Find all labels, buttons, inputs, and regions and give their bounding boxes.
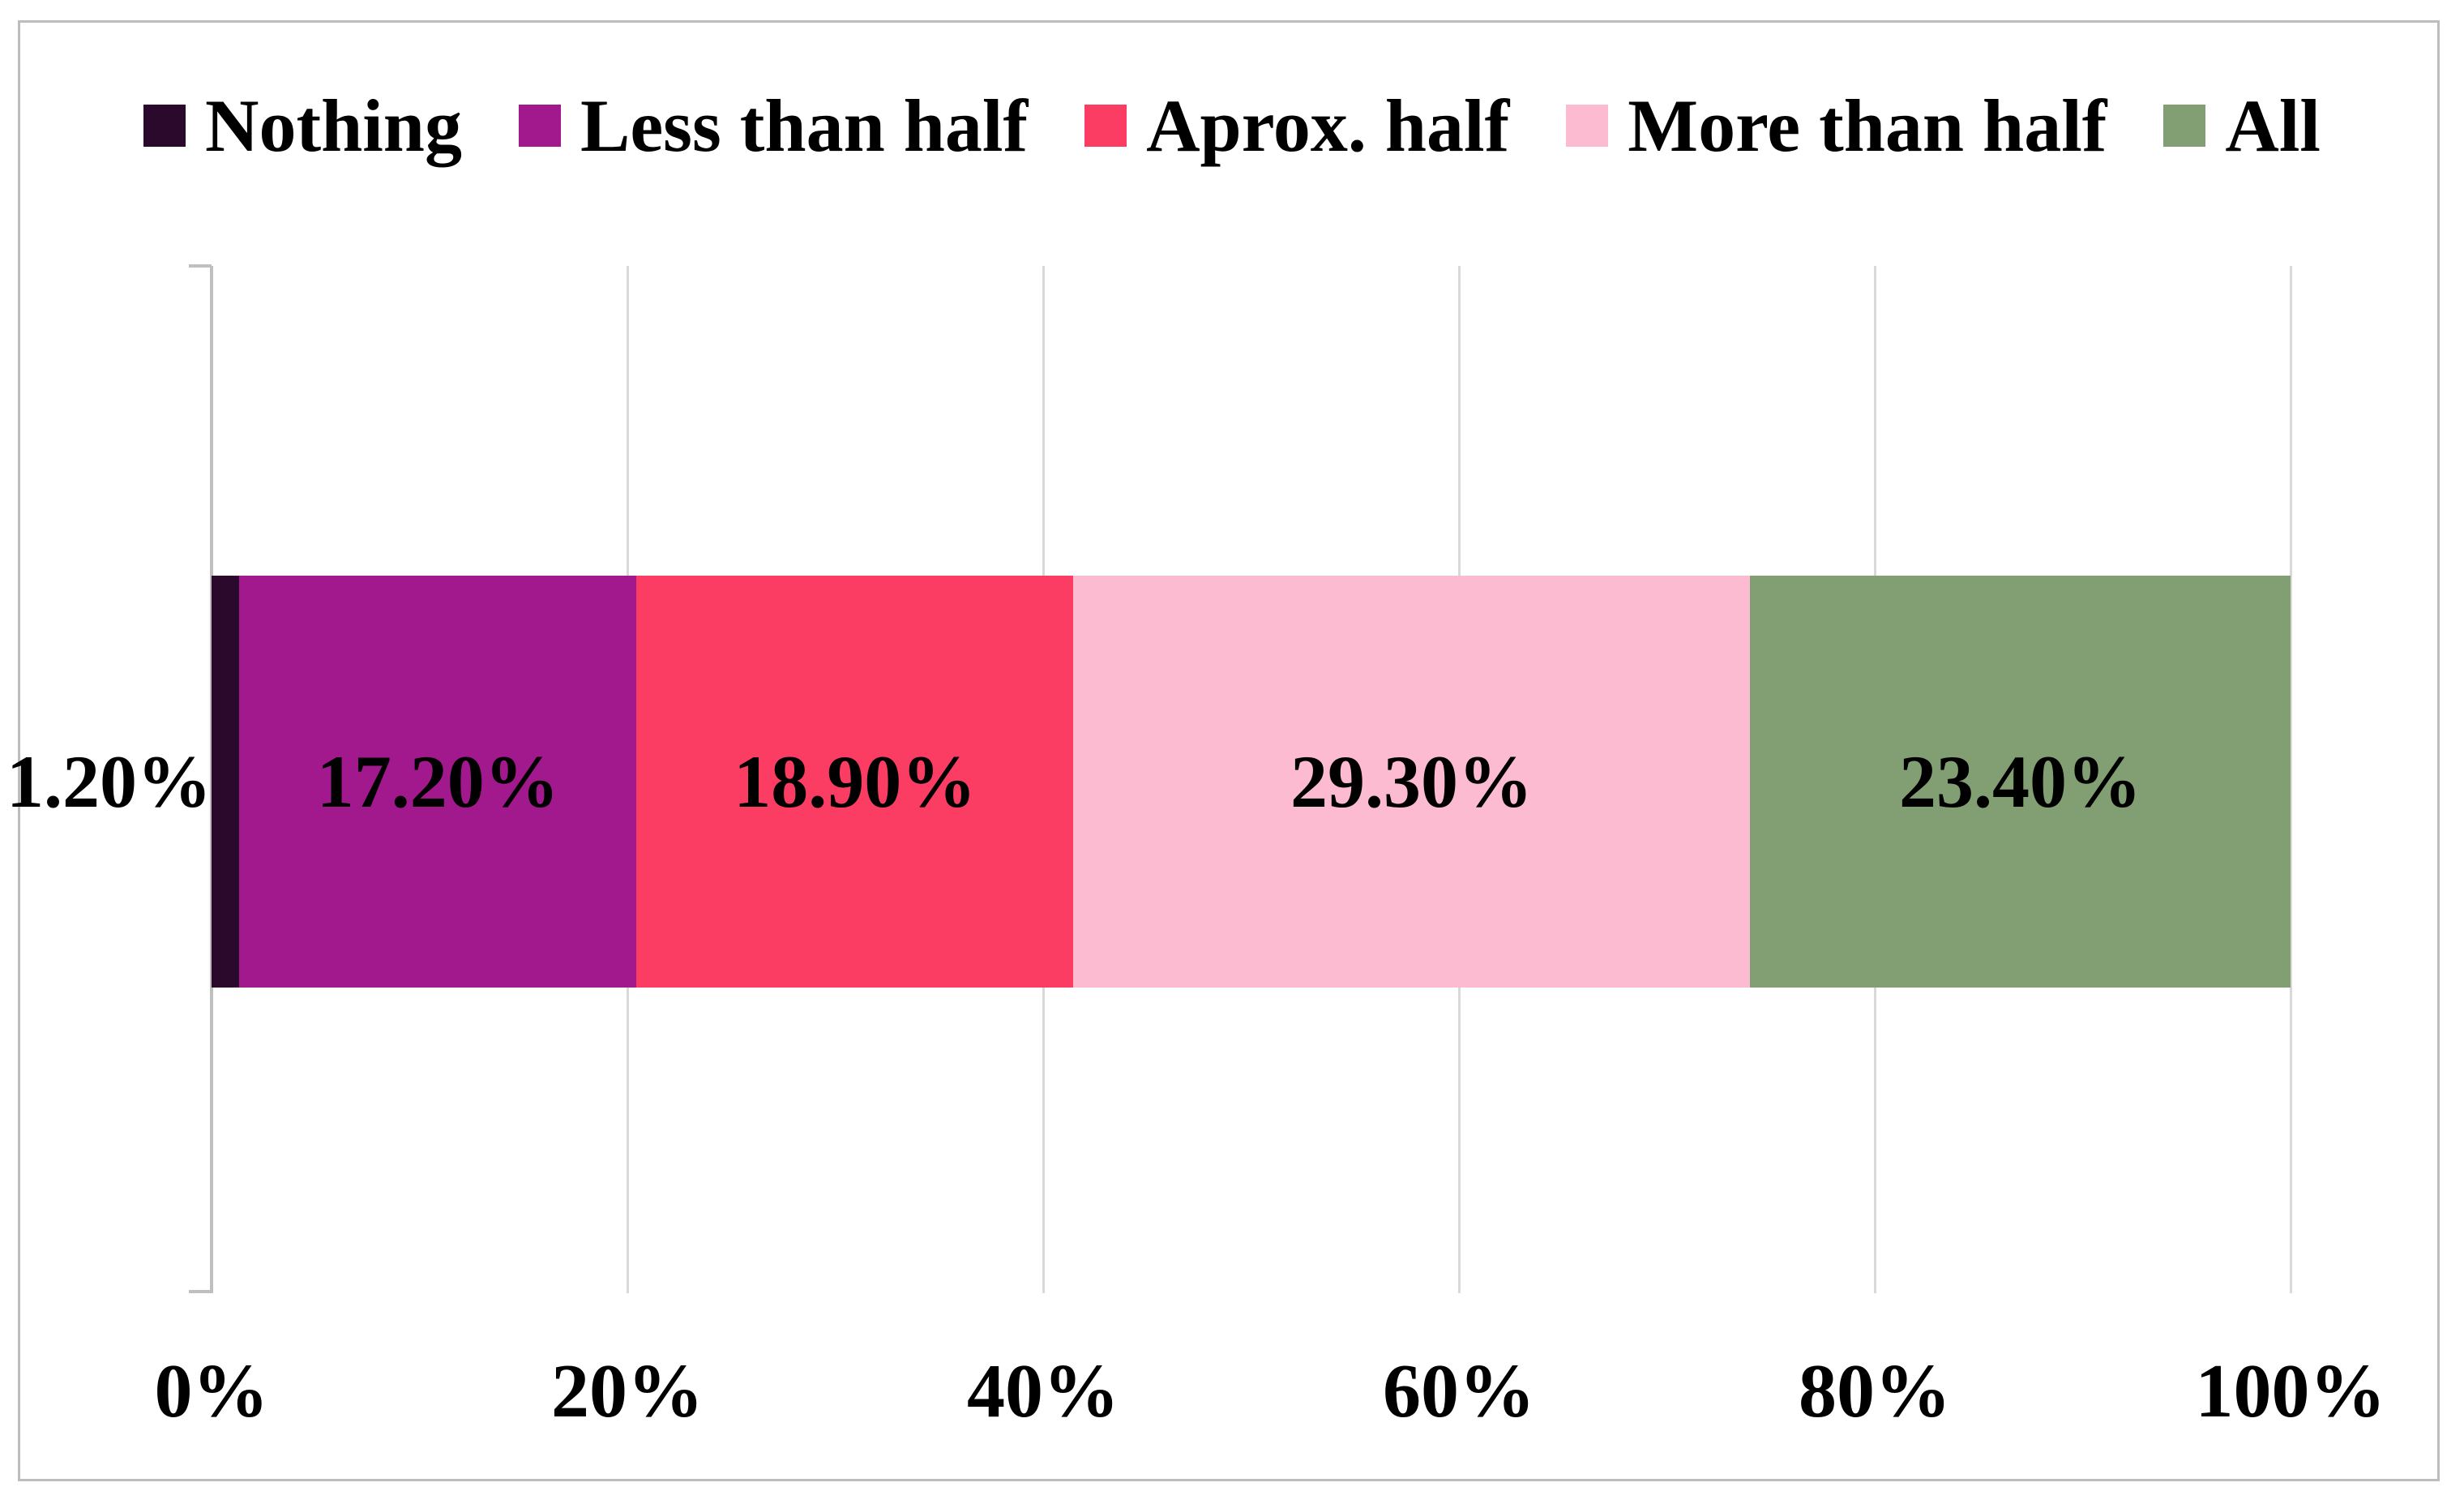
bar-segment-more-than-half: 29.30% [1073,576,1751,988]
data-label-aprox-half: 18.90% [734,740,977,823]
legend-item-less-than-half: Less than half [518,84,1029,167]
x-axis-tick-label-80: 80% [1799,1349,1951,1433]
y-axis-tick-top [189,264,212,268]
x-axis-tick-label-40: 40% [967,1349,1119,1433]
legend-swatch-aprox-half [1084,105,1127,147]
x-axis-tick-label-60: 60% [1383,1349,1535,1433]
legend-label: Nothing [205,84,462,167]
x-axis-tick-label-100: 100% [2195,1349,2386,1433]
legend-item-more-than-half: More than half [1566,88,2107,163]
data-label-less-than-half: 17.20% [316,740,559,823]
legend-label: More than half [1628,84,2107,167]
gridline-100 [2289,266,2292,1293]
legend-item-nothing: Nothing [143,88,462,163]
legend-swatch-less-than-half [518,105,561,147]
x-axis-tick-label-0: 0% [154,1349,269,1433]
data-label-all: 23.40% [1899,740,2141,823]
data-label-nothing: 1.20% [6,740,212,823]
legend-swatch-more-than-half [1566,105,1609,147]
legend-swatch-all [2163,105,2206,147]
legend-label: Less than half [580,84,1029,167]
y-axis-tick-bottom [189,1290,212,1293]
legend-label: Aprox. half [1146,84,1510,167]
data-label-more-than-half: 29.30% [1290,740,1534,823]
legend: Nothing Less than half Aprox. half More tha… [0,81,2464,170]
legend-swatch-nothing [143,105,186,147]
x-axis-tick-label-20: 20% [551,1349,704,1433]
bar-segment-aprox-half: 18.90% [636,576,1074,988]
bar-segment-all: 23.40% [1750,576,2291,988]
stacked-bar: 1.20% 17.20% 18.90% 29.30% 23.40% [6,576,2291,988]
legend-item-aprox-half: Aprox. half [1084,88,1509,163]
legend-item-all: All [2163,88,2321,163]
bar-segment-nothing: 1.20% [6,576,240,988]
bar-segment-less-than-half: 17.20% [239,576,637,988]
legend-label: All [2225,84,2321,167]
